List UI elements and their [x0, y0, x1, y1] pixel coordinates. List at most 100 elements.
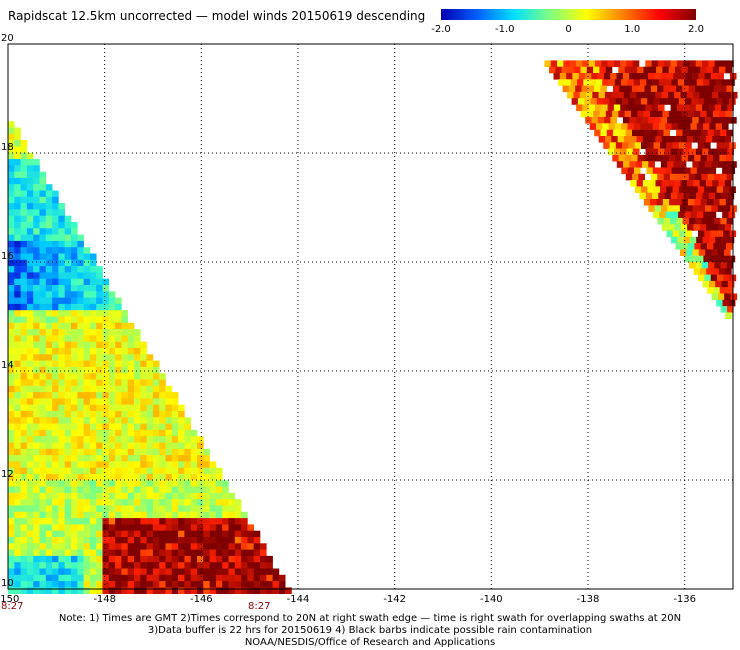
swath-cell [688, 173, 696, 181]
swath-cell [39, 190, 47, 198]
swath-cell [14, 291, 21, 298]
swath-cell [713, 85, 721, 93]
swath-cell [203, 518, 210, 525]
swath-cell [159, 480, 166, 487]
swath-cell [215, 486, 223, 494]
swath-cell [146, 392, 154, 399]
swath-cell [234, 574, 242, 582]
swath-cell [253, 574, 261, 582]
swath-cell [727, 192, 735, 200]
swath-cell [653, 142, 661, 149]
swath-cell [33, 385, 40, 393]
swath-cell [629, 117, 636, 124]
swath-cell [39, 404, 47, 412]
swath-cell [64, 455, 72, 462]
swath-cell [649, 136, 656, 143]
swath-cell [71, 398, 78, 405]
swath-cell [190, 574, 198, 582]
swath-cell [26, 322, 34, 330]
swath-cell [20, 247, 28, 254]
swath-cell [724, 136, 732, 143]
swath-cell [127, 379, 135, 387]
swath-cell [39, 423, 47, 431]
swath-cell [656, 154, 663, 162]
swath-cell [26, 253, 34, 261]
longitude-tick-label: -148 [93, 594, 116, 605]
swath-cell [715, 192, 722, 200]
swath-cell [696, 236, 703, 244]
swath-cell [14, 316, 21, 324]
swath-cell [14, 373, 21, 380]
swath-cell [559, 73, 567, 80]
swath-cell [726, 287, 733, 294]
swath-cell [209, 474, 217, 481]
swath-cell [555, 66, 562, 74]
swath-cell [140, 373, 147, 380]
swath-cell [665, 167, 672, 175]
swath-cell [660, 186, 667, 193]
swath-cell [730, 205, 737, 212]
swath-cell [190, 543, 198, 550]
swath-cell [20, 373, 28, 380]
swath-cell [83, 335, 91, 342]
swath-cell [121, 404, 128, 412]
swath-cell [190, 480, 198, 487]
swath-cell [653, 98, 661, 105]
swath-cell [14, 272, 21, 279]
swath-cell [575, 85, 582, 93]
swath-cell [190, 537, 198, 544]
swath-cell [83, 285, 91, 292]
swath-cell [165, 398, 173, 405]
swath-cell [39, 171, 47, 179]
swath-cell [146, 429, 154, 437]
swath-cell [215, 518, 223, 525]
swath-cell [184, 505, 191, 513]
swath-cell [96, 587, 103, 594]
swath-cell [96, 335, 103, 342]
swath-cell [222, 530, 229, 538]
swath-cell [77, 417, 84, 424]
swath-cell [58, 417, 65, 424]
swath-cell [108, 480, 116, 487]
note-line-3: NOAA/NESDIS/Office of Research and Appli… [244, 637, 496, 648]
swath-cell [14, 209, 21, 216]
swath-cell [222, 537, 229, 544]
swath-cell [127, 581, 135, 588]
swath-cell [266, 587, 273, 594]
swath-cell [52, 518, 59, 525]
swath-cell [190, 467, 198, 475]
swath-cell [701, 217, 709, 225]
swath-cell [687, 110, 695, 118]
swath-cell [670, 104, 678, 112]
swath-cell [52, 348, 59, 355]
swath-cell [20, 310, 28, 317]
swath-cell [203, 448, 210, 456]
swath-cell [649, 91, 656, 99]
swath-cell [222, 549, 229, 557]
swath-cell [609, 142, 617, 149]
swath-cell [52, 474, 59, 481]
swath-cell [83, 524, 91, 531]
swath-cell [71, 461, 78, 468]
swath-cell [26, 234, 34, 242]
swath-cell [26, 474, 34, 481]
swath-cell [607, 60, 615, 67]
swath-cell [234, 518, 242, 525]
swath-cell [152, 511, 160, 519]
swath-cell [650, 154, 657, 162]
swath-cell [711, 249, 719, 256]
swath-cell [127, 417, 135, 424]
swath-cell [260, 555, 267, 563]
swath-cell [570, 79, 578, 86]
swath-cell [71, 385, 78, 393]
swath-cell [708, 236, 716, 244]
swath-cell [600, 85, 607, 93]
swath-cell [184, 543, 191, 550]
swath-cell [146, 499, 154, 506]
swath-cell [33, 461, 40, 468]
swath-cell [184, 499, 191, 506]
swath-cell [159, 518, 166, 525]
swath-cell [83, 417, 91, 424]
swath-cell [127, 411, 135, 418]
swath-cell [108, 335, 116, 342]
